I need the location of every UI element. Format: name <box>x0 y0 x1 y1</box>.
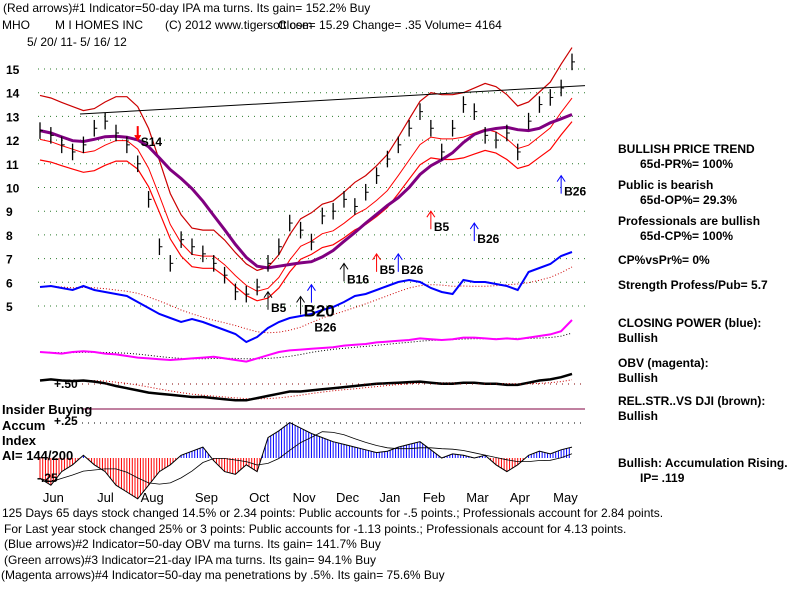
public-title: Public is bearish <box>618 178 714 192</box>
side-accum: Bullish: Accumulation Rising. IP= .119 <box>618 456 788 486</box>
x-tick-label: Apr <box>510 490 531 505</box>
cp-status: Bullish <box>618 331 659 345</box>
x-tick-label: Jul <box>97 490 114 505</box>
footer-line2: For Last year stock changed 25% or 3 poi… <box>4 522 627 536</box>
x-tick-label: Nov <box>293 490 317 505</box>
index-label: Index <box>2 433 36 448</box>
accum-line <box>39 422 573 500</box>
x-tick-label: May <box>553 490 578 505</box>
side-trend: BULLISH PRICE TREND 65d-PR%= 100% <box>618 142 755 172</box>
footer-line3: (Blue arrows)#2 Indicator=50-day OBV ma … <box>4 537 381 551</box>
footer-line4: (Green arrows)#3 Indicator=21-day IPA ma… <box>4 553 376 567</box>
x-tick-label: Feb <box>423 490 445 505</box>
signal-label: B26 <box>477 232 499 246</box>
trend-title: BULLISH PRICE TREND <box>618 142 755 156</box>
arrowhead-icon <box>556 174 566 182</box>
cp-value: 65d-CP%= 100% <box>640 229 734 243</box>
strength: Strength Profess/Pub= 5.7 <box>618 278 768 292</box>
ma50 <box>39 113 573 270</box>
x-tick-label: Dec <box>336 490 360 505</box>
x-tick-label: Mar <box>466 490 489 505</box>
signal-label: B16 <box>347 272 369 286</box>
x-tick-label: Aug <box>141 490 164 505</box>
cpvspr: CP%vsPr%= 0% <box>618 253 710 267</box>
footer-line1: 125 Days 65 days stock changed 14.5% or … <box>2 506 664 520</box>
side-pro: Professionals are bullish 65d-CP%= 100% <box>618 214 760 244</box>
arrowhead-icon <box>469 222 479 230</box>
signal-label: B26 <box>401 263 423 277</box>
side-public: Public is bearish 65d-OP%= 29.3% <box>618 178 737 208</box>
upper-band <box>39 47 573 272</box>
closing-power-line <box>39 251 573 344</box>
ip-value: IP= .119 <box>640 471 685 485</box>
indicator1-text: (Red arrows)#1 Indicator=50-day IPA ma t… <box>3 1 371 15</box>
minus25-label: -.25 <box>37 471 58 485</box>
closing-power-ma <box>39 266 573 334</box>
side-relstr: REL.STR..VS DJI (brown): Bullish <box>618 394 765 424</box>
relstr-title: REL.STR..VS DJI (brown): <box>618 394 766 408</box>
y-tick-label: 11 <box>6 158 19 172</box>
arrowhead-icon <box>393 252 403 261</box>
signal-label: B26 <box>564 185 586 199</box>
x-tick-label: Sep <box>195 490 218 505</box>
rel-strength-ma <box>39 379 573 400</box>
y-tick-label: 15 <box>6 63 20 77</box>
x-tick-label: Oct <box>249 490 270 505</box>
relstr-status: Bullish <box>618 409 659 423</box>
y-tick-label: 5 <box>6 300 13 314</box>
company-name: M I HOMES INC <box>55 18 144 32</box>
y-tick-label: 10 <box>6 182 20 196</box>
y-tick-label: 14 <box>6 87 20 101</box>
pr-value: 65d-PR%= 100% <box>640 157 734 171</box>
quote: Close= 15.29 Change= .35 Volume= 4164 <box>278 18 502 32</box>
symbol: MHO <box>2 18 30 32</box>
y-tick-label: 8 <box>6 229 13 243</box>
y-tick-label: 12 <box>6 134 20 148</box>
arrowhead-icon <box>339 262 349 270</box>
arrowhead-icon <box>134 134 142 142</box>
x-tick-label: Jan <box>379 490 400 505</box>
plus25-label: +.25 <box>54 414 78 428</box>
resistance-line <box>79 85 586 115</box>
plus50-label: +.50 <box>54 377 78 391</box>
y-tick-label: 13 <box>6 110 20 124</box>
accum-status: Bullish: Accumulation Rising. <box>618 456 788 470</box>
signal-label: S14 <box>141 135 163 149</box>
obv-title: OBV (magenta): <box>618 356 709 370</box>
signal-label: B5 <box>434 220 450 234</box>
signal-label: B26 <box>314 321 336 335</box>
arrowhead-icon <box>372 252 381 261</box>
pro-title: Professionals are bullish <box>618 214 761 228</box>
ai-value: AI= 144/200 <box>2 448 74 463</box>
arrowhead-icon <box>307 283 316 291</box>
signal-label: B5 <box>380 263 396 277</box>
x-tick-label: Jun <box>43 490 64 505</box>
rel-strength-line <box>39 372 573 402</box>
lower-band <box>39 121 573 302</box>
side-cp: CLOSING POWER (blue): Bullish <box>618 316 761 346</box>
arrowhead-icon <box>426 210 436 218</box>
copyright: (C) 2012 www.tigersoft.com <box>165 18 313 32</box>
insider-buying-label: Insider Buying <box>2 402 93 417</box>
signal-label: B5 <box>271 301 287 315</box>
y-tick-label: 7 <box>6 253 13 267</box>
accum-ma <box>39 431 573 485</box>
obv-status: Bullish <box>618 371 659 385</box>
arrowhead-icon <box>296 295 305 303</box>
signal-label: B20 <box>304 302 335 321</box>
obv-line <box>39 319 573 363</box>
op-value: 65d-OP%= 29.3% <box>640 193 738 207</box>
footer-line5: (Magenta arrows)#4 Indicator=50-day ma p… <box>1 568 445 582</box>
cp-title: CLOSING POWER (blue): <box>618 316 762 330</box>
date-range: 5/ 20/ 11- 5/ 16/ 12 <box>27 35 127 49</box>
y-tick-label: 6 <box>6 276 13 290</box>
accum-label: Accum <box>2 418 46 433</box>
y-tick-label: 9 <box>6 205 13 219</box>
arrowhead-icon <box>263 290 273 299</box>
side-obv: OBV (magenta): Bullish <box>618 356 709 386</box>
